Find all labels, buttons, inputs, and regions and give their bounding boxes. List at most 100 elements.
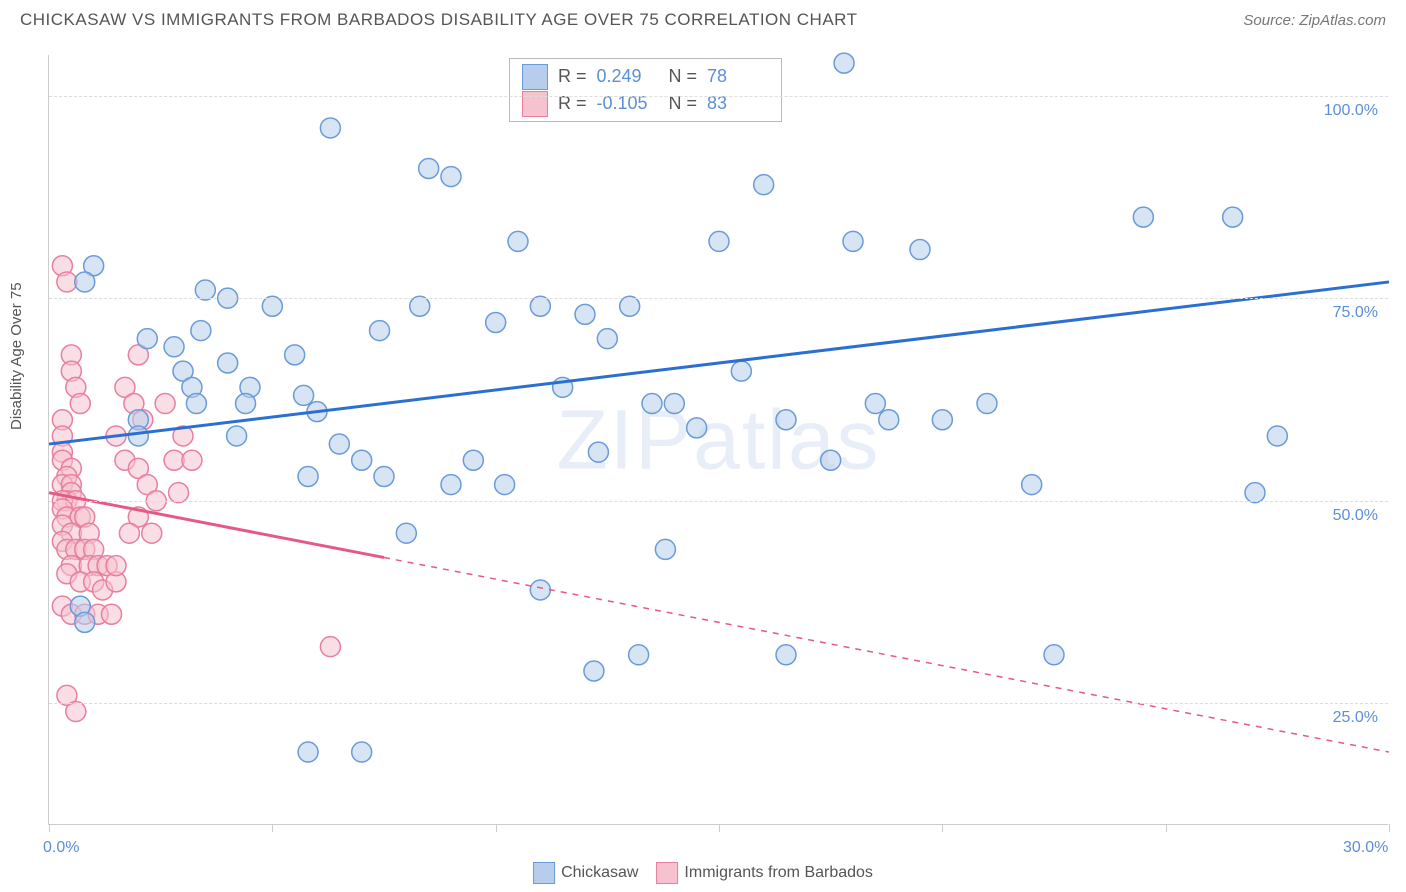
scatter-point [910, 240, 930, 260]
scatter-point [169, 483, 189, 503]
scatter-point [164, 450, 184, 470]
y-tick-label: 25.0% [1333, 709, 1378, 727]
scatter-point [754, 175, 774, 195]
legend-item: Immigrants from Barbados [656, 862, 873, 884]
scatter-point [1245, 483, 1265, 503]
scatter-point [584, 661, 604, 681]
x-tick [719, 824, 720, 832]
scatter-point [164, 337, 184, 357]
scatter-point [932, 410, 952, 430]
legend-label: Immigrants from Barbados [684, 864, 873, 881]
gridline-horizontal [49, 703, 1388, 704]
stats-swatch [522, 64, 548, 90]
scatter-point [57, 272, 77, 292]
scatter-point [463, 450, 483, 470]
scatter-point [352, 450, 372, 470]
scatter-point [66, 702, 86, 722]
scatter-point [419, 158, 439, 178]
stats-swatch [522, 91, 548, 117]
scatter-point [629, 645, 649, 665]
source-prefix: Source: [1243, 12, 1299, 29]
scatter-point [1267, 426, 1287, 446]
scatter-point [530, 580, 550, 600]
stats-r-value: 0.249 [597, 63, 659, 90]
stats-row: R = -0.105 N = 83 [522, 90, 769, 117]
source-name: ZipAtlas.com [1299, 12, 1386, 29]
scatter-point [195, 280, 215, 300]
stats-n-label: N = [669, 63, 698, 90]
y-tick-label: 100.0% [1324, 102, 1378, 120]
chart-source: Source: ZipAtlas.com [1243, 12, 1386, 29]
scatter-point [1133, 207, 1153, 227]
legend-swatch [656, 862, 678, 884]
scatter-point [441, 167, 461, 187]
stats-n-value: 83 [707, 90, 769, 117]
scatter-point [1022, 475, 1042, 495]
scatter-point [709, 231, 729, 251]
scatter-point [1223, 207, 1243, 227]
stats-r-label: R = [558, 63, 587, 90]
scatter-point [843, 231, 863, 251]
stats-r-value: -0.105 [597, 90, 659, 117]
x-tick-label: 30.0% [1343, 839, 1388, 857]
x-tick [942, 824, 943, 832]
scatter-point [186, 394, 206, 414]
scatter-point [218, 353, 238, 373]
scatter-point [655, 539, 675, 559]
scatter-point [834, 53, 854, 73]
scatter-point [137, 329, 157, 349]
gridline-horizontal [49, 96, 1388, 97]
scatter-point [731, 361, 751, 381]
scatter-point [620, 296, 640, 316]
scatter-point [396, 523, 416, 543]
chart-plot-area: ZIPatlas R = 0.249 N = 78 R = -0.105 N =… [48, 55, 1388, 825]
scatter-point [441, 475, 461, 495]
scatter-point [142, 523, 162, 543]
scatter-point [821, 450, 841, 470]
scatter-point [298, 466, 318, 486]
scatter-point [294, 385, 314, 405]
scatter-point [285, 345, 305, 365]
scatter-point [227, 426, 247, 446]
scatter-point [575, 304, 595, 324]
scatter-point [119, 523, 139, 543]
scatter-point [262, 296, 282, 316]
chart-header: CHICKASAW VS IMMIGRANTS FROM BARBADOS DI… [0, 0, 1406, 40]
scatter-point [155, 394, 175, 414]
scatter-point [298, 742, 318, 762]
scatter-point [236, 394, 256, 414]
stats-r-label: R = [558, 90, 587, 117]
scatter-point [597, 329, 617, 349]
x-tick-label: 0.0% [43, 839, 79, 857]
stats-n-label: N = [669, 90, 698, 117]
scatter-svg [49, 55, 1388, 824]
x-tick [1389, 824, 1390, 832]
y-axis-label: Disability Age Over 75 [8, 282, 25, 430]
scatter-point [664, 394, 684, 414]
x-tick [49, 824, 50, 832]
gridline-horizontal [49, 298, 1388, 299]
scatter-point [977, 394, 997, 414]
stats-row: R = 0.249 N = 78 [522, 63, 769, 90]
scatter-point [508, 231, 528, 251]
x-tick [1166, 824, 1167, 832]
x-tick [272, 824, 273, 832]
scatter-point [106, 556, 126, 576]
scatter-point [374, 466, 394, 486]
y-tick-label: 75.0% [1333, 304, 1378, 322]
scatter-point [191, 321, 211, 341]
scatter-point [879, 410, 899, 430]
scatter-point [495, 475, 515, 495]
scatter-point [182, 450, 202, 470]
trend-line [49, 282, 1389, 444]
legend-swatch [533, 862, 555, 884]
scatter-point [642, 394, 662, 414]
x-tick [496, 824, 497, 832]
legend-bottom: Chickasaw Immigrants from Barbados [533, 862, 873, 884]
scatter-point [776, 410, 796, 430]
scatter-point [776, 645, 796, 665]
chart-title: CHICKASAW VS IMMIGRANTS FROM BARBADOS DI… [20, 10, 858, 30]
scatter-point [410, 296, 430, 316]
trend-line-extrapolated [384, 558, 1389, 753]
correlation-stats-box: R = 0.249 N = 78 R = -0.105 N = 83 [509, 58, 782, 122]
